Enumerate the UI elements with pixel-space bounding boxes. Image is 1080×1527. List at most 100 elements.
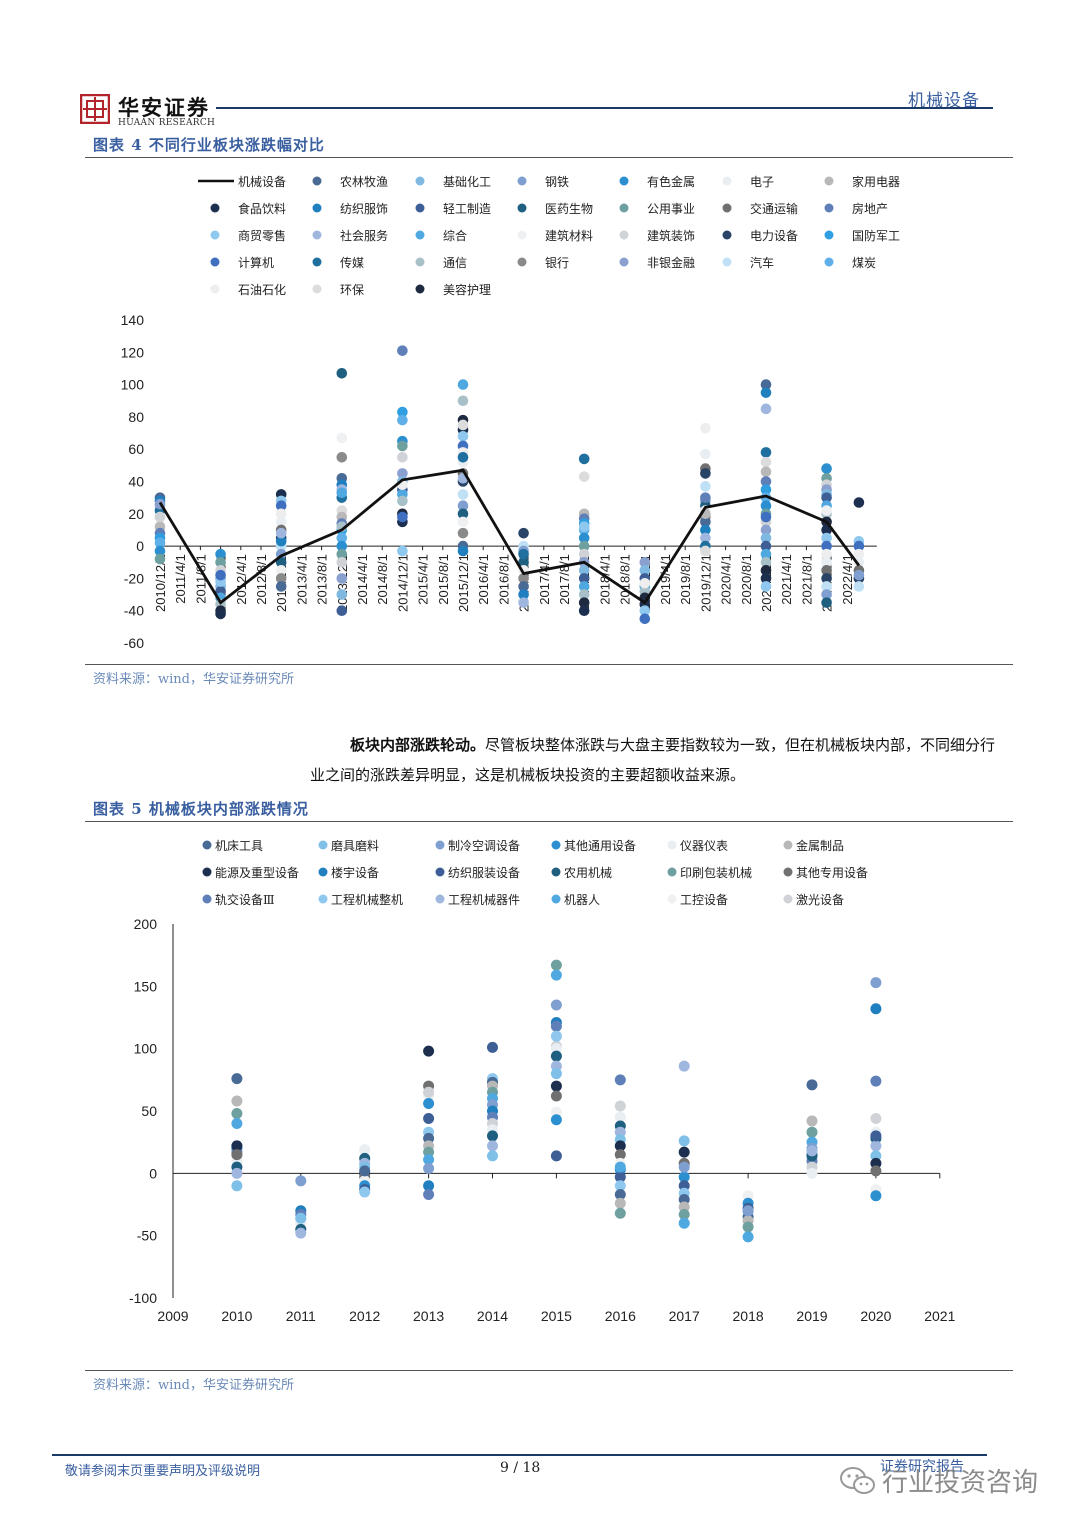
figure4-legend-label: 综合 <box>443 228 467 243</box>
figure5-legend-item: 纺织服装设备 <box>435 866 520 880</box>
figure5-point <box>614 1100 626 1112</box>
figure4-legend-label: 社会服务 <box>340 228 388 243</box>
figure4-legend-item: 汽车 <box>722 255 774 270</box>
figure4-point <box>760 387 772 398</box>
figure5-point <box>359 1144 371 1156</box>
figure4-x-tick: 2011/4/1 <box>173 554 188 604</box>
legend-dot-marker <box>551 867 561 877</box>
figure4-point <box>275 516 287 528</box>
figure5-point <box>614 1171 626 1183</box>
figure5-point <box>231 1107 243 1119</box>
figure4-legend-label: 商贸零售 <box>238 228 286 243</box>
figure4-point <box>578 581 590 592</box>
figure4-x-tick: 2022/4/1 <box>840 554 855 605</box>
figure4-legend-label: 煤炭 <box>852 256 876 270</box>
figure4-legend-item: 计算机 <box>210 255 274 270</box>
figure5-legend-label: 纺织服装设备 <box>448 866 520 880</box>
figure4-point <box>639 565 651 576</box>
figure4-legend-label: 机械设备 <box>238 174 286 189</box>
legend-dot-marker <box>783 867 793 877</box>
figure5-point <box>423 1098 435 1110</box>
figure5-point <box>614 1111 626 1123</box>
brand-name-en: HUAAN RESEARCH <box>118 118 216 128</box>
figure5-legend-label: 其他通用设备 <box>564 839 636 853</box>
figure5-point <box>550 1114 562 1126</box>
figure4-y-tick: 100 <box>121 377 145 393</box>
figure4-point <box>457 430 469 442</box>
figure4-y-tick: 40 <box>128 474 144 490</box>
figure4-legend-item: 医药生物 <box>517 202 593 216</box>
figure4-x-tick: 2014/12/1 <box>395 554 410 612</box>
figure4-point <box>215 569 226 581</box>
legend-dot-marker <box>824 230 834 240</box>
figure5-y-tick: -100 <box>129 1290 157 1306</box>
figure4-y-tick: -20 <box>124 570 144 586</box>
figure4-point <box>760 476 772 487</box>
legend-dot-marker <box>210 203 220 213</box>
figure5-point <box>870 1165 882 1177</box>
figure4-legend-label: 房地产 <box>852 201 888 216</box>
figure4-legend-label: 有色金属 <box>647 174 695 189</box>
figure5-point <box>231 1149 243 1161</box>
figure4-point <box>154 545 166 557</box>
figure4-legend-label: 美容护理 <box>443 282 491 297</box>
figure4-point <box>457 451 469 463</box>
figure4-point <box>760 511 772 523</box>
figure5-point <box>870 1130 882 1142</box>
figure5-x-tick: 2009 <box>157 1308 188 1324</box>
figure4-point <box>215 556 226 568</box>
figure4-legend-label: 汽车 <box>750 255 774 270</box>
legend-dot-marker <box>824 203 834 213</box>
figure4-point <box>760 403 772 415</box>
figure5-legend-label: 其他专用设备 <box>796 865 868 880</box>
legend-dot-marker <box>312 257 322 267</box>
figure4-point <box>275 535 287 547</box>
figure4-point <box>853 581 865 592</box>
figure4-point <box>700 492 711 503</box>
figure4-point <box>578 589 590 600</box>
figure4-point <box>518 548 529 560</box>
legend-dot-marker <box>415 230 425 240</box>
legend-dot-marker <box>210 230 220 240</box>
legend-dot-marker <box>667 840 677 850</box>
figure4-legend-item: 建筑装饰 <box>619 228 695 243</box>
figure4-point <box>336 548 348 560</box>
figure5-legend-label: 农用机械 <box>564 865 612 880</box>
figure4-point <box>397 414 408 426</box>
figure5-point <box>742 1231 754 1243</box>
figure4-point <box>457 516 469 528</box>
figure4-point <box>275 500 287 512</box>
legend-dot-marker <box>517 257 527 267</box>
legend-dot-marker <box>202 894 212 904</box>
figure5-legend-item: 农用机械 <box>551 865 612 880</box>
figure4-point <box>457 395 469 407</box>
figure5-point <box>678 1135 690 1147</box>
legend-dot-marker <box>722 176 732 186</box>
figure4-point <box>397 451 408 463</box>
figure5-y-tick: 200 <box>134 916 158 932</box>
figure4-x-tick: 2021/4/1 <box>779 554 794 605</box>
figure4-point <box>760 456 772 468</box>
figure5-x-tick: 2020 <box>860 1308 891 1324</box>
figure4-point <box>397 495 408 507</box>
figure4-point <box>457 419 469 431</box>
figure5-point <box>359 1186 371 1198</box>
figure4-point <box>397 406 408 418</box>
figure5-point <box>870 977 882 989</box>
figure5-x-tick: 2014 <box>477 1308 508 1324</box>
figure5-legend-label: 印刷包装机械 <box>680 865 752 880</box>
figure5-point <box>550 1020 562 1032</box>
figure4-point <box>154 553 166 565</box>
paragraph-lead: 板块内部涨跌轮动。 <box>350 736 486 754</box>
figure5-point <box>231 1180 243 1192</box>
figure5-point <box>295 1175 307 1187</box>
figure5-legend-item: 工程机械器件 <box>435 892 520 907</box>
legend-dot-marker <box>415 203 425 213</box>
figure5-point <box>487 1041 498 1053</box>
figure5-legend-item: 金属制品 <box>783 838 844 853</box>
figure5-point <box>678 1146 690 1158</box>
figure5-legend-item: 工控设备 <box>667 893 728 907</box>
figure5-point <box>231 1095 243 1107</box>
figure4-legend-label: 交通运输 <box>750 201 798 216</box>
